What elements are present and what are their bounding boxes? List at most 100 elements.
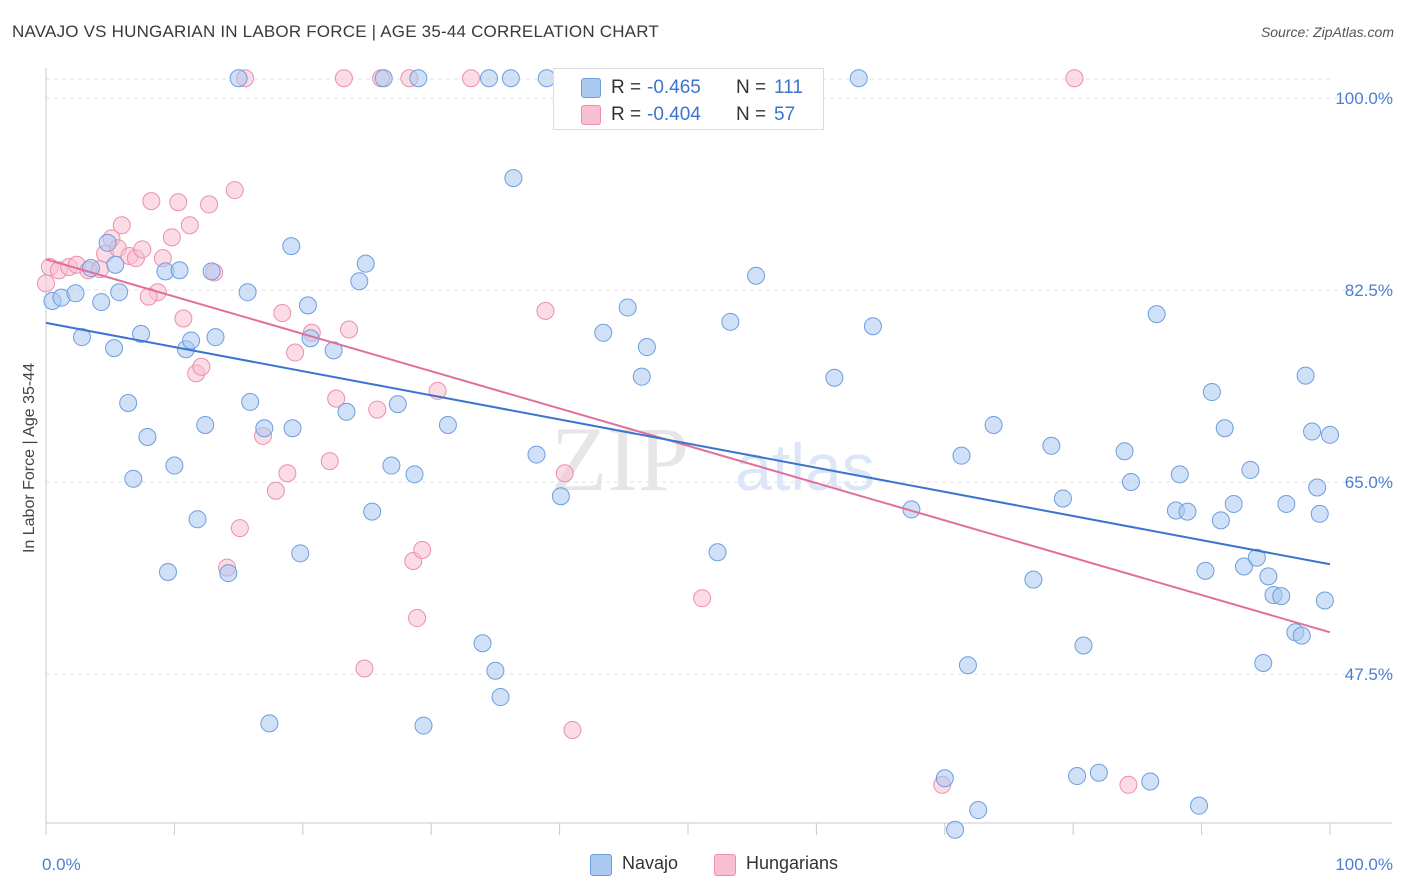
x-tick-label: 0.0% (42, 855, 81, 874)
grid (46, 78, 1392, 675)
navajo-point (479, 69, 498, 88)
hungarians-point (462, 69, 481, 88)
navajo-point (1068, 767, 1087, 786)
navajo-point (491, 688, 510, 707)
navajo-point (202, 262, 221, 281)
navajo-point (138, 428, 157, 447)
hungarians-point (563, 720, 582, 739)
navajo-point (1310, 504, 1329, 523)
navajo-point (238, 283, 257, 302)
navajo-point (196, 415, 215, 434)
navajo-point (105, 339, 124, 358)
navajo-point (119, 394, 138, 413)
navajo-point (952, 446, 971, 465)
navajo-point (1190, 796, 1209, 815)
navajo-point (527, 445, 546, 464)
navajo-point (1259, 567, 1278, 586)
navajo-point (935, 769, 954, 788)
navajo-point (1178, 502, 1197, 521)
navajo-point (1292, 626, 1311, 645)
navajo-point (1315, 591, 1334, 610)
navajo-point (969, 801, 988, 820)
navajo-point (382, 456, 401, 475)
hungarians-point (413, 541, 432, 560)
navajo-point (902, 500, 921, 519)
hungarians-point (278, 464, 297, 483)
navajo-point (1215, 419, 1234, 438)
hungarians-point (1065, 69, 1084, 88)
watermark-atlas: atlas (735, 430, 874, 504)
navajo-point (1277, 494, 1296, 513)
navajo-point (1296, 366, 1315, 385)
hungarians-point (112, 216, 131, 235)
y-tick-labels: 100.0% 82.5% 65.0% 47.5% (1335, 89, 1393, 684)
navajo-point (165, 456, 184, 475)
hungarians-point (266, 481, 285, 500)
r-value: -0.465 (647, 77, 701, 98)
navajo-point (501, 69, 520, 88)
navajo-point (337, 402, 356, 421)
hungarians-point (37, 274, 55, 293)
navajo-point (282, 237, 301, 256)
x-tick-label: 100.0% (1335, 855, 1393, 874)
hungarians-point (273, 304, 292, 323)
navajo-point (374, 69, 393, 88)
hungarians-point (327, 389, 346, 408)
navajo-point (1053, 489, 1072, 508)
hungarians-point (162, 228, 181, 247)
r-label: R = (611, 104, 642, 125)
navajo-point (1272, 587, 1291, 606)
navajo-point (260, 714, 279, 733)
navajo-point (504, 169, 523, 188)
navajo-point (158, 562, 177, 581)
hungarians-point (340, 320, 359, 339)
hungarians-point (368, 400, 387, 419)
hungarians-point (225, 181, 244, 200)
navajo-point (1247, 548, 1266, 567)
hungarians-point (180, 216, 199, 235)
navajo-point (283, 419, 302, 438)
navajo-point (946, 820, 965, 839)
navajo-point (1211, 511, 1230, 530)
hungarians-point (169, 193, 188, 212)
navajo-point (110, 283, 129, 302)
navajo-point (291, 544, 310, 563)
navajo-point (1224, 494, 1243, 513)
hungarians-point (536, 301, 555, 320)
hungarians-point (1119, 775, 1138, 794)
navajo-point (1024, 570, 1043, 589)
y-tick-label: 47.5% (1345, 665, 1393, 684)
navajo-point (1089, 763, 1108, 782)
navajo-point (618, 298, 637, 317)
navajo-point (1196, 561, 1215, 580)
navajo-point (1234, 557, 1253, 576)
navajo-point (66, 284, 85, 303)
y-tick-label: 65.0% (1345, 473, 1393, 492)
source-label: Source: ZipAtlas.com (1260, 24, 1394, 40)
n-label: N = (736, 104, 767, 125)
navajo-point (124, 469, 143, 488)
n-label: N = (736, 77, 767, 98)
navajo-point (170, 261, 189, 280)
navajo-point (106, 255, 125, 274)
hungarians-point (334, 69, 353, 88)
hungarians-point (555, 464, 574, 483)
navajo-point (81, 259, 100, 278)
navajo-point (721, 312, 740, 331)
navajo-point (1042, 436, 1061, 455)
navajo-point (1141, 772, 1160, 791)
y-tick-label: 82.5% (1345, 281, 1393, 300)
navajo-trend-line (45, 321, 1331, 566)
navajo-point (984, 415, 1003, 434)
watermark-zip: ZIP (551, 408, 689, 510)
navajo-point (388, 395, 407, 414)
navajo-point (825, 368, 844, 387)
legend-label: Navajo (622, 853, 679, 873)
x-tick-labels: 0.0% 100.0% (42, 855, 1393, 874)
navajo-point (1170, 465, 1189, 484)
hungarians-point (200, 195, 219, 214)
navajo-point (849, 69, 868, 88)
r-value: -0.404 (647, 104, 701, 125)
hungarians-point (286, 343, 305, 362)
